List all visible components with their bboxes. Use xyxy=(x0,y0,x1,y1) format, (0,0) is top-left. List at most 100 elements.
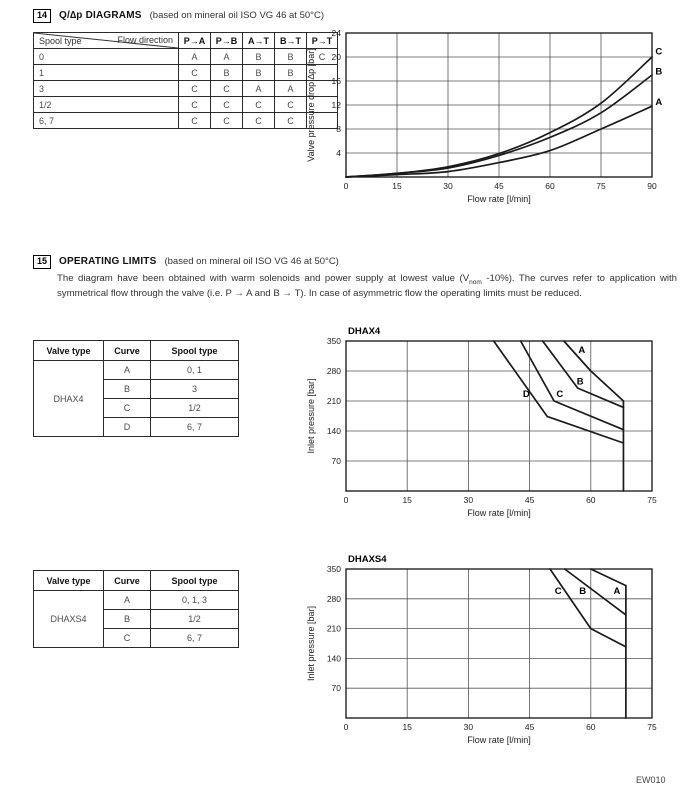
flow-table-value-cell: C xyxy=(178,64,211,81)
curve-cell: A xyxy=(103,590,151,610)
y-tick-label: 280 xyxy=(327,366,341,376)
valve-table-column-header: Spool type xyxy=(150,570,239,591)
section-14-subtitle: (based on mineral oil ISO VG 46 at 50°C) xyxy=(149,10,324,22)
flow-table-row: 1/2 C C C C xyxy=(33,96,338,113)
flow-table-value-cell: B xyxy=(242,48,275,65)
flow-table-value-cell: C xyxy=(242,96,275,113)
curve-label-B: B xyxy=(579,586,586,597)
flow-table-value-cell: C xyxy=(210,112,243,129)
curve-cell: A xyxy=(103,360,151,380)
x-tick-label: 60 xyxy=(586,722,596,732)
curve-cell: B xyxy=(103,379,151,399)
section-15-title: OPERATING LIMITS xyxy=(59,256,157,268)
curve-cell: D xyxy=(103,417,151,437)
x-tick-label: 60 xyxy=(586,495,596,505)
flow-table-spool-cell: 0 xyxy=(33,48,179,65)
y-tick-label: 280 xyxy=(327,594,341,604)
flow-table-value-cell xyxy=(306,112,338,129)
section-15-subtitle: (based on mineral oil ISO VG 46 at 50°C) xyxy=(164,256,339,268)
spool-type-cell: 0, 1 xyxy=(150,360,239,380)
plot-frame xyxy=(345,340,653,492)
y-tick-label: 350 xyxy=(327,336,341,346)
flow-table-value-cell: C xyxy=(210,80,243,97)
page-code: EW010 xyxy=(636,775,666,785)
y-tick-label: 4 xyxy=(336,148,341,158)
y-axis-title: Inlet pressure [bar] xyxy=(306,606,316,681)
spool-type-cell: 0, 1, 3 xyxy=(150,590,239,610)
plot-frame xyxy=(345,32,653,178)
flow-table-column-header: A→T xyxy=(242,32,275,49)
x-tick-label: 75 xyxy=(647,722,657,732)
paragraph-text-continued: -10%). The curves refer to application w… xyxy=(57,273,677,299)
y-tick-label: 140 xyxy=(327,653,341,663)
valve-table-row: DHAXS4 A 0, 1, 3 xyxy=(33,590,239,648)
valve-table-column-header: Curve xyxy=(103,570,151,591)
valve-table-column-header: Valve type xyxy=(33,570,104,591)
flow-table-column-header: P→A xyxy=(178,32,211,49)
y-tick-label: 70 xyxy=(332,456,342,466)
curve-B xyxy=(563,568,627,616)
flow-table-spool-cell: 1 xyxy=(33,64,179,81)
x-tick-label: 30 xyxy=(443,181,453,191)
curve-A xyxy=(563,340,625,402)
dhax4-operating-limits-chart: 0 15 30 45 60 75 70 140 210 280 350 Flow rate [l/mi… xyxy=(306,326,657,518)
y-tick-label: 16 xyxy=(332,76,342,86)
vnom-subscript: nom xyxy=(469,278,482,286)
curve-cell: C xyxy=(103,628,151,648)
spool-type-cell: 6, 7 xyxy=(150,417,239,437)
y-axis-title: Valve pressure drop ∆p [bar] xyxy=(306,48,316,161)
valve-table-row: D 6, 7 xyxy=(34,417,239,437)
x-tick-label: 60 xyxy=(545,181,555,191)
x-tick-label: 15 xyxy=(402,495,412,505)
diagonal-divider-line xyxy=(34,33,178,48)
x-tick-label: 0 xyxy=(344,181,349,191)
x-tick-label: 15 xyxy=(392,181,402,191)
curve-C xyxy=(549,568,627,648)
flow-table-value-cell: B xyxy=(242,64,275,81)
flow-table-value-cell: C xyxy=(242,112,275,129)
flow-table-value-cell: A xyxy=(178,48,211,65)
curve-label-D: D xyxy=(523,389,530,400)
dhaxs4-operating-limits-chart: 0 15 30 45 60 75 70 140 210 280 350 Flow rate [l/mi… xyxy=(306,554,657,745)
x-axis-title: Flow rate [l/min] xyxy=(467,735,531,745)
curve-label-B: B xyxy=(577,376,584,387)
flow-table-value-cell: C xyxy=(178,80,211,97)
flow-table-value-cell: A xyxy=(242,80,275,97)
flow-table-spool-cell: 6, 7 xyxy=(33,112,179,129)
flow-table-value-cell: C xyxy=(178,96,211,113)
dhax4-curve-table: Valve type Curve Spool type DHAX4 A 0, 1 B 3 C 1/… xyxy=(33,340,239,437)
section-15-number-badge: 15 xyxy=(33,255,52,269)
y-tick-label: 20 xyxy=(332,52,342,62)
y-tick-label: 140 xyxy=(327,426,341,436)
plot-frame xyxy=(345,568,653,719)
spool-type-cell: 1/2 xyxy=(150,398,239,418)
x-axis-title: Flow rate [l/min] xyxy=(467,194,531,204)
chart-title: DHAXS4 xyxy=(348,554,387,565)
flow-table-corner-cell: Flow direction Spool type xyxy=(33,32,179,49)
curve-label-A: A xyxy=(613,586,620,597)
chart-title: DHAX4 xyxy=(348,326,381,337)
x-tick-label: 0 xyxy=(344,495,349,505)
flow-table-column-header: P→B xyxy=(210,32,243,49)
x-tick-label: 0 xyxy=(344,722,349,732)
spool-type-cell: 1/2 xyxy=(150,609,239,629)
y-tick-label: 350 xyxy=(327,564,341,574)
valve-type-cell: DHAXS4 xyxy=(33,590,104,648)
x-tick-label: 75 xyxy=(647,495,657,505)
x-axis-title: Flow rate [l/min] xyxy=(467,508,531,518)
curve-label-B: B xyxy=(655,66,662,77)
x-tick-label: 45 xyxy=(525,495,535,505)
y-tick-label: 210 xyxy=(327,396,341,406)
qdp-diagram-chart: 0 15 30 45 60 75 90 4 8 12 16 20 24 Flow rate [l/min]… xyxy=(306,28,662,204)
curve-B xyxy=(345,74,653,178)
section-14-number-badge: 14 xyxy=(33,9,52,23)
y-tick-label: 8 xyxy=(336,124,341,134)
corner-label-flow-direction: Flow direction xyxy=(117,35,173,45)
valve-table-column-header: Valve type xyxy=(33,340,104,361)
paragraph-text: The diagram have been obtained with warm… xyxy=(57,273,470,284)
curve-cell: B xyxy=(103,609,151,629)
